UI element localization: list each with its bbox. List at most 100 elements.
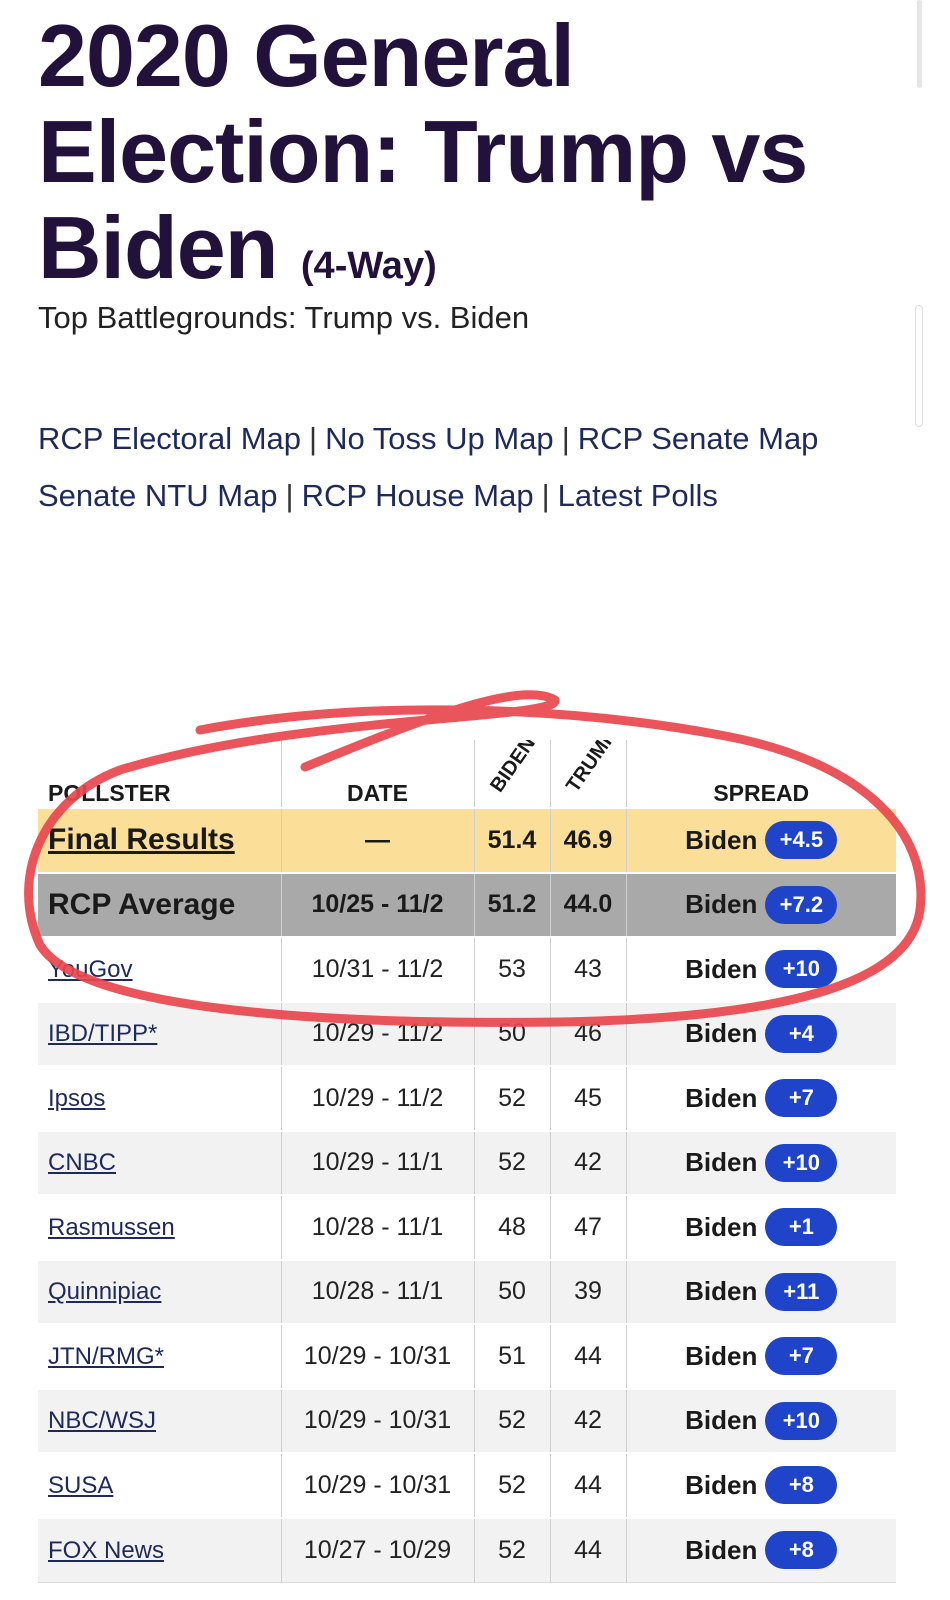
spread-margin-badge[interactable]: +4.5 xyxy=(765,821,838,860)
pollster-cell: Rasmussen xyxy=(38,1195,281,1260)
trump-cell: 44.0 xyxy=(549,872,626,938)
date-cell: 10/29 - 11/2 xyxy=(280,1066,474,1131)
pollster-link[interactable]: JTN/RMG* xyxy=(48,1342,164,1370)
trump-cell: 44 xyxy=(549,1453,626,1518)
pollster-cell: RCP Average xyxy=(38,872,281,938)
table-row: Final Results —51.4 46.9 Biden +4.5 xyxy=(38,808,896,873)
table-row: YouGov 10/31 - 11/2 53 43 Biden +10 xyxy=(38,937,896,1002)
spread-cell: Biden +1 xyxy=(625,1195,896,1260)
table-row: JTN/RMG* 10/29 - 10/31 51 44 Biden +7 xyxy=(38,1324,896,1389)
spread-cell: Biden +7.2 xyxy=(625,872,896,938)
spread-margin-badge[interactable]: +8 xyxy=(765,1531,838,1569)
scrollbar-top[interactable] xyxy=(917,0,922,88)
link-senate-map[interactable]: RCP Senate Map xyxy=(577,421,819,456)
table-row: Ipsos 10/29 - 11/2 52 45 Biden +7 xyxy=(38,1066,896,1131)
spread-winner: Biden xyxy=(685,1405,758,1436)
spread-cell: Biden +10 xyxy=(625,1388,896,1454)
date-cell: 10/28 - 11/1 xyxy=(280,1195,474,1260)
title-suffix: (4-Way) xyxy=(300,245,437,287)
spread-margin-badge[interactable]: +7 xyxy=(765,1337,838,1376)
spread-margin-badge[interactable]: +1 xyxy=(765,1208,838,1247)
pollster-cell: CNBC xyxy=(38,1130,281,1196)
table-row: Quinnipiac 10/28 - 11/1 50 39 Biden +11 xyxy=(38,1259,896,1325)
spread-cell: Biden +11 xyxy=(625,1259,896,1325)
col-header-trump-label: TRUMP (R) xyxy=(561,740,626,797)
biden-cell: 50 xyxy=(473,1001,550,1067)
trump-cell: 45 xyxy=(549,1066,626,1131)
pollster-cell: SUSA xyxy=(38,1453,281,1518)
pollster-link[interactable]: Ipsos xyxy=(48,1084,106,1112)
spread-margin-badge[interactable]: +8 xyxy=(765,1466,838,1505)
spread-winner: Biden xyxy=(685,1018,758,1049)
spread-winner: Biden xyxy=(685,1469,758,1500)
col-header-pollster[interactable]: POLLSTER xyxy=(48,780,171,806)
pollster-link[interactable]: SUSA xyxy=(48,1471,114,1499)
date-cell: 10/25 - 11/2 xyxy=(280,872,474,938)
spread-winner: Biden xyxy=(685,953,758,984)
spread-cell: Biden +7 xyxy=(625,1066,896,1131)
pollster-name: RCP Average xyxy=(48,887,236,921)
pollster-link[interactable]: Rasmussen xyxy=(48,1213,175,1241)
spread-cell: Biden +10 xyxy=(625,1130,896,1196)
pollster-link[interactable]: Final Results xyxy=(48,823,235,857)
spread-winner: Biden xyxy=(685,889,758,920)
biden-cell: 48 xyxy=(473,1195,550,1260)
col-header-biden-label: BIDEN (D) xyxy=(485,740,550,797)
spread-winner: Biden xyxy=(685,1082,758,1113)
trump-cell: 46 xyxy=(549,1001,626,1067)
link-house-map[interactable]: RCP House Map xyxy=(301,478,534,513)
spread-value: Biden +4 xyxy=(685,1014,838,1053)
link-senate-ntu-map[interactable]: Senate NTU Map xyxy=(38,478,278,513)
spread-margin-badge[interactable]: +10 xyxy=(765,950,838,989)
pollster-link[interactable]: IBD/TIPP* xyxy=(48,1020,158,1048)
table-row: IBD/TIPP* 10/29 - 11/2 50 46 Biden +4 xyxy=(38,1001,896,1067)
date-cell: 10/29 - 10/31 xyxy=(280,1453,474,1518)
biden-cell: 52 xyxy=(473,1517,550,1583)
pollster-cell: YouGov xyxy=(38,937,281,1002)
pollster-cell: FOX News xyxy=(38,1517,281,1583)
spread-margin-badge[interactable]: +7 xyxy=(765,1079,838,1118)
spread-value: Biden +7 xyxy=(685,1079,838,1118)
polls-table: POLLSTER DATE BIDEN (D) TRUMP (R) SPREAD… xyxy=(38,740,896,1583)
trump-cell: 39 xyxy=(549,1259,626,1325)
spread-margin-badge[interactable]: +10 xyxy=(765,1143,838,1182)
biden-cell: 50 xyxy=(473,1259,550,1325)
date-cell: — xyxy=(280,808,474,873)
spread-value: Biden +10 xyxy=(685,1401,838,1440)
col-header-trump[interactable]: TRUMP (R) xyxy=(549,740,626,808)
pollster-link[interactable]: NBC/WSJ xyxy=(48,1407,156,1435)
spread-margin-badge[interactable]: +7.2 xyxy=(765,885,838,924)
pollster-link[interactable]: Quinnipiac xyxy=(48,1278,162,1306)
link-electoral-map[interactable]: RCP Electoral Map xyxy=(38,421,302,456)
scrollbar-thumb[interactable] xyxy=(915,305,923,427)
trump-cell: 42 xyxy=(549,1130,626,1196)
pollster-link[interactable]: FOX News xyxy=(48,1536,165,1564)
spread-winner: Biden xyxy=(685,1147,758,1178)
col-header-date[interactable]: DATE xyxy=(280,740,474,808)
link-separator: | xyxy=(541,478,550,513)
table-row: RCP Average 10/25 - 11/2 51.2 44.0 Biden +7.2 xyxy=(38,872,896,938)
pollster-link[interactable]: CNBC xyxy=(48,1149,117,1177)
spread-margin-badge[interactable]: +4 xyxy=(765,1014,838,1053)
table-header-row: POLLSTER DATE BIDEN (D) TRUMP (R) SPREAD xyxy=(38,740,896,808)
date-cell: 10/29 - 10/31 xyxy=(280,1324,474,1389)
spread-cell: Biden +10 xyxy=(625,937,896,1002)
table-row: Rasmussen 10/28 - 11/1 48 47 Biden +1 xyxy=(38,1195,896,1260)
col-header-biden[interactable]: BIDEN (D) xyxy=(473,740,550,808)
link-latest-polls[interactable]: Latest Polls xyxy=(557,478,718,513)
pollster-link[interactable]: YouGov xyxy=(48,955,133,983)
date-cell: 10/31 - 11/2 xyxy=(280,937,474,1002)
spread-margin-badge[interactable]: +10 xyxy=(765,1401,838,1440)
date-cell: 10/29 - 11/1 xyxy=(280,1130,474,1196)
trump-cell: 46.9 xyxy=(549,808,626,873)
date-cell: 10/29 - 10/31 xyxy=(280,1388,474,1454)
trump-cell: 44 xyxy=(549,1324,626,1389)
col-header-spread[interactable]: SPREAD xyxy=(625,740,896,808)
date-cell: 10/28 - 11/1 xyxy=(280,1259,474,1325)
spread-margin-badge[interactable]: +11 xyxy=(765,1272,838,1311)
spread-winner: Biden xyxy=(685,1211,758,1242)
spread-cell: Biden +7 xyxy=(625,1324,896,1389)
spread-value: Biden +11 xyxy=(685,1272,838,1311)
spread-value: Biden +7 xyxy=(685,1337,838,1376)
link-no-toss-up-map[interactable]: No Toss Up Map xyxy=(325,421,554,456)
